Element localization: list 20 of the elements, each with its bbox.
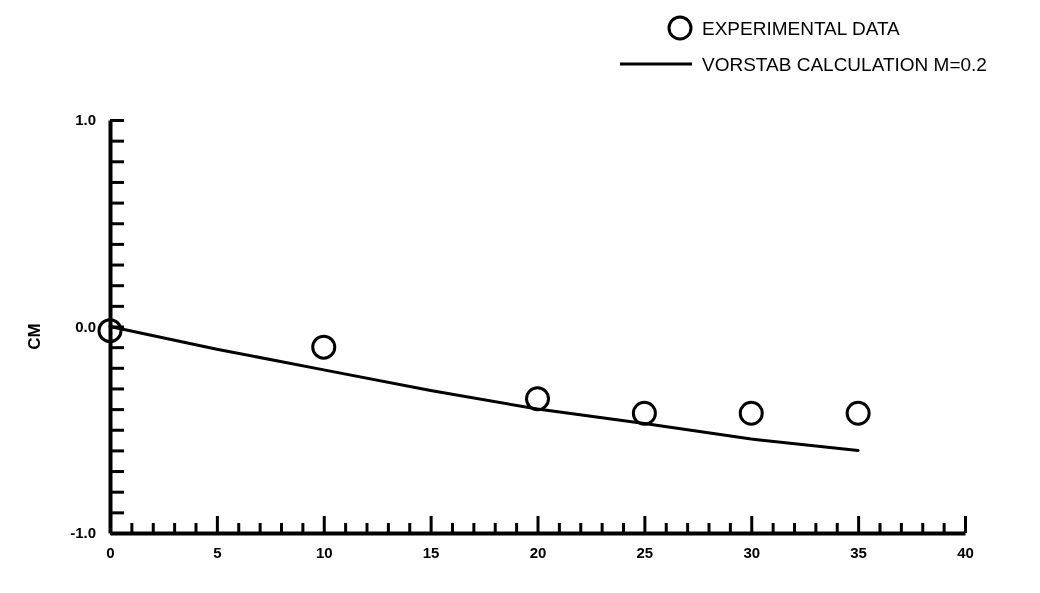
x-tick-label: 15	[422, 543, 440, 561]
point	[311, 334, 337, 360]
x-tick-label: 40	[957, 543, 974, 561]
y-tick-label: 1.0	[75, 111, 96, 129]
x-tick-label: 10	[315, 543, 333, 561]
x-tick-label: 0	[106, 543, 115, 561]
y-tick-label: 0.0	[75, 317, 96, 335]
y-tick-label: -1.0	[70, 524, 96, 542]
x-tick-label: 35	[850, 543, 867, 561]
x-tick-label: 20	[529, 543, 547, 561]
legend-label: EXPERIMENTAL DATA	[702, 17, 901, 39]
x-tick-label: 30	[743, 543, 761, 561]
legend-label: VORSTAB CALCULATION M=0.2	[702, 53, 987, 75]
point	[738, 400, 764, 426]
point	[525, 386, 550, 412]
point	[631, 400, 657, 426]
point	[845, 400, 871, 426]
x-tick-label: 25	[636, 543, 654, 561]
x-tick-label: 5	[213, 543, 222, 561]
y-axis-title: CM	[25, 323, 44, 350]
